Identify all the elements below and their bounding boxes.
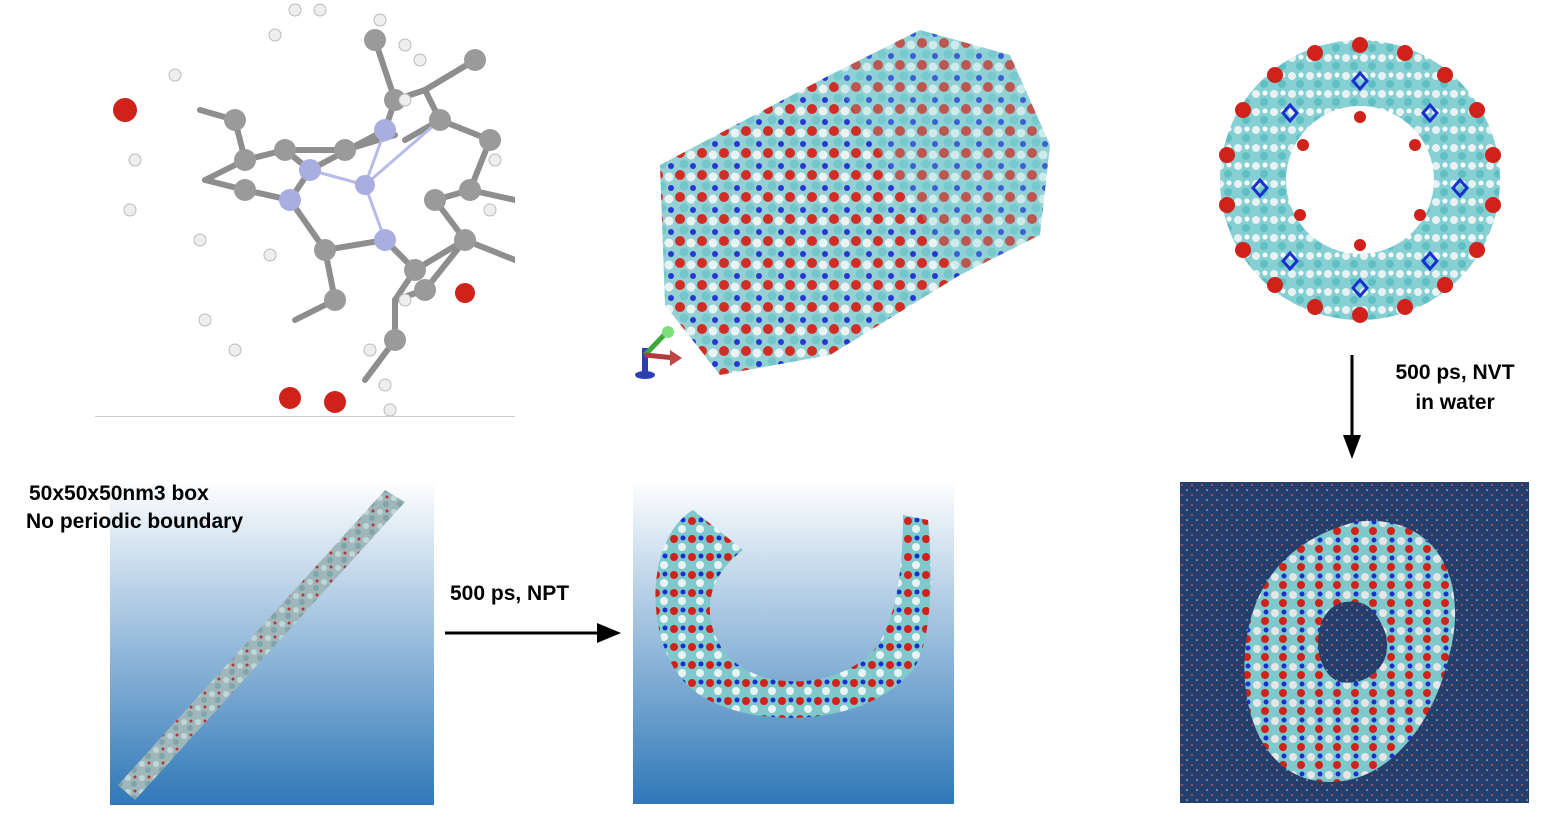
molecule-structure-panel xyxy=(95,0,515,420)
nanotube-ring-in-water xyxy=(1180,482,1529,803)
curled-sheet-panel xyxy=(633,480,954,804)
box-description: 50x50x50nm3 box No periodic boundary xyxy=(26,480,243,536)
flat-sheet-panel xyxy=(110,480,434,805)
nvt-label-line1: 500 ps, NVT xyxy=(1395,361,1515,384)
arrow-down-icon xyxy=(1343,355,1361,459)
npt-label: 500 ps, NPT xyxy=(450,582,570,605)
baseline-divider xyxy=(95,416,515,417)
torus-panel xyxy=(1215,35,1505,325)
boundary-label: No periodic boundary xyxy=(26,510,244,533)
ring-in-water-panel xyxy=(1180,482,1529,803)
nvt-label-line2: in water xyxy=(1415,391,1495,414)
ball-and-stick-molecule xyxy=(113,3,515,417)
stacked-nanotube-panel xyxy=(630,15,1060,385)
curled-porphyrin-sheet xyxy=(655,510,931,718)
nvt-label: 500 ps, NVT in water xyxy=(1375,358,1535,418)
porphyrin-sheet xyxy=(118,490,405,800)
box-size-label: 50x50x50nm3 box xyxy=(29,482,209,505)
xyz-axes-icon xyxy=(635,326,682,379)
arrow-right-icon xyxy=(445,623,621,643)
space-filling-cylinder xyxy=(660,30,1050,375)
nanotube-ring-top-view xyxy=(1219,37,1501,323)
